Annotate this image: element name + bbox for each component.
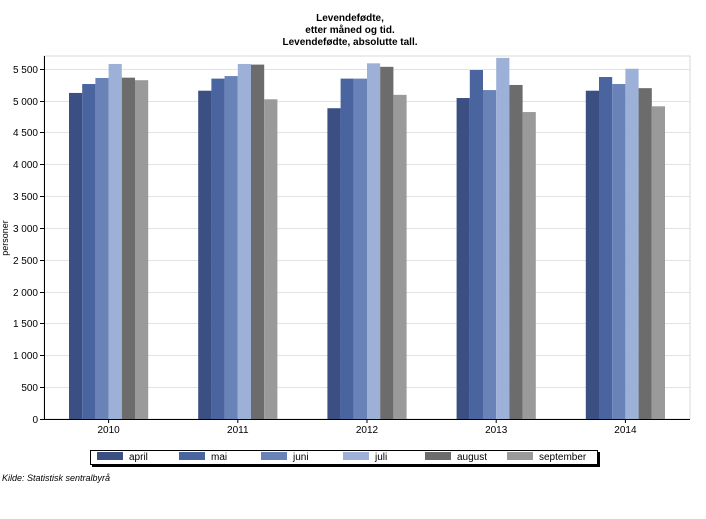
bar <box>198 90 212 420</box>
bar <box>469 70 483 419</box>
bar <box>121 77 135 419</box>
bar <box>612 84 626 419</box>
y-tick-label: 4 000 <box>13 160 38 171</box>
chart-title: Levendefødte, etter måned og tid. Levend… <box>200 13 500 49</box>
legend-label-mai: mai <box>211 452 228 463</box>
x-tick-label: 2012 <box>356 425 379 436</box>
y-axis-label: personer <box>0 220 10 256</box>
legend-swatch-mai <box>179 452 205 461</box>
chart-title-line-1: Levendefødte, <box>316 13 384 24</box>
legend-label-september: september <box>539 452 587 463</box>
legend-label-juni: juni <box>293 452 309 463</box>
legend-label-august: august <box>457 452 488 463</box>
bar <box>251 64 265 420</box>
bar <box>237 63 251 420</box>
y-tick-label: 3 000 <box>13 224 38 235</box>
bar <box>108 63 122 420</box>
bar <box>625 68 639 419</box>
y-tick-label: 5 000 <box>13 97 38 108</box>
bar <box>264 99 278 419</box>
y-tick-label: 5 500 <box>13 65 38 76</box>
bar <box>340 78 354 419</box>
bar <box>380 66 394 419</box>
source-note: Kilde: Statistisk sentralbyrå <box>2 473 111 483</box>
bar <box>585 90 599 420</box>
bar <box>456 98 470 419</box>
x-tick-label: 2013 <box>485 425 508 436</box>
bar <box>353 78 367 419</box>
x-tick-label: 2011 <box>227 425 249 436</box>
legend-swatch-juni <box>261 452 287 461</box>
chart-title-line-2: etter måned og tid. <box>305 25 395 36</box>
legend-swatch-juli <box>343 452 369 461</box>
legend-label-april: april <box>129 452 148 463</box>
bar <box>522 112 536 419</box>
y-tick-label: 2 000 <box>13 288 38 299</box>
y-tick-label: 1 000 <box>13 351 38 362</box>
legend-item-juli: juli <box>343 452 387 464</box>
legend-item-september: september <box>507 452 586 464</box>
bar <box>509 84 523 419</box>
legend-item-august: august <box>425 452 487 464</box>
bar <box>327 108 341 419</box>
bar <box>69 92 83 420</box>
bar <box>496 57 510 420</box>
y-tick-label: 500 <box>21 383 38 394</box>
chart-legend: april mai juni juli august september <box>90 450 598 465</box>
bar <box>651 106 665 420</box>
legend-label-juli: juli <box>375 452 388 463</box>
bar <box>599 77 613 419</box>
bar <box>367 63 381 420</box>
y-tick-label: 2 500 <box>13 256 38 267</box>
bar <box>82 84 96 419</box>
bar <box>638 88 652 420</box>
x-tick-label: 2010 <box>97 425 120 436</box>
bar <box>211 78 225 419</box>
y-tick-label: 3 500 <box>13 192 38 203</box>
legend-item-mai: mai <box>179 452 227 464</box>
bar <box>224 76 238 420</box>
bar <box>135 80 149 419</box>
bar <box>393 94 407 420</box>
bar <box>483 90 497 420</box>
legend-item-juni: juni <box>261 452 309 464</box>
legend-swatch-september <box>507 452 533 461</box>
x-tick-label: 2014 <box>614 425 637 436</box>
legend-item-april: april <box>97 452 148 464</box>
legend-swatch-april <box>97 452 123 461</box>
chart-title-line-3: Levendefødte, absolutte tall. <box>282 37 418 48</box>
legend-swatch-august <box>425 452 451 461</box>
y-tick-label: 4 500 <box>13 128 38 139</box>
y-tick-label: 0 <box>32 415 38 426</box>
bar <box>95 77 109 419</box>
y-tick-label: 1 500 <box>13 319 38 330</box>
